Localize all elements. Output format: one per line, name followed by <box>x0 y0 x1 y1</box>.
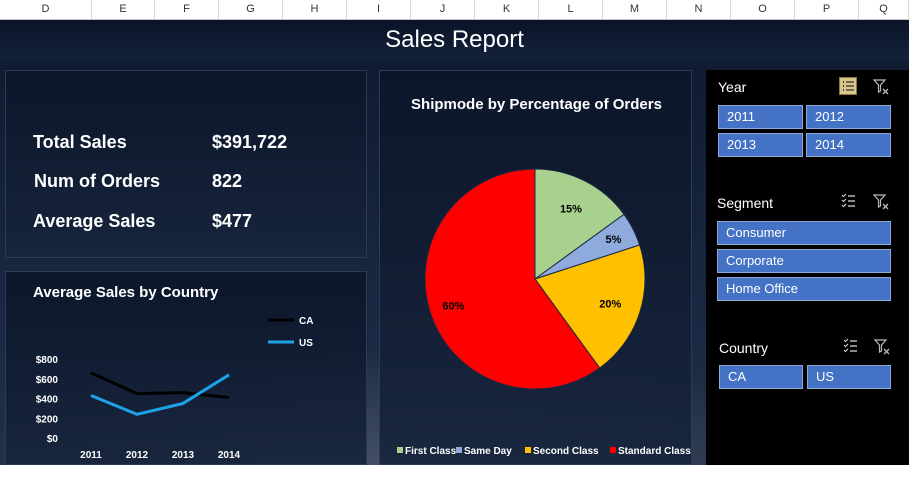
year-slicer-item-2013[interactable]: 2013 <box>718 133 803 157</box>
kpi-label-num-orders: Num of Orders <box>34 171 161 191</box>
kpi-label-average-sales: Average Sales <box>33 211 156 231</box>
column-header-n[interactable]: N <box>667 0 731 19</box>
pie-data-label: 60% <box>442 301 464 313</box>
legend-swatch-same-day <box>456 447 462 453</box>
pie-data-label: 5% <box>605 234 621 246</box>
series-line-us <box>90 373 230 416</box>
column-header-g[interactable]: G <box>219 0 283 19</box>
pie-chart: 15% 5% 20% 60% First Class Same Day Second Cla… <box>397 168 691 457</box>
column-header-f[interactable]: F <box>155 0 219 19</box>
column-header-h[interactable]: H <box>283 0 347 19</box>
pie-chart-panel[interactable]: Shipmode by Percentage of Orders 15% 5% 20… <box>379 70 692 465</box>
clear-filter-icon[interactable] <box>873 338 891 356</box>
multi-select-icon[interactable] <box>842 337 860 355</box>
country-slicer-title: Country <box>719 340 769 356</box>
segment-slicer-item-corporate[interactable]: Corporate <box>717 249 891 273</box>
kpi-label-total-sales: Total Sales <box>33 132 127 152</box>
segment-slicer-title: Segment <box>717 195 774 211</box>
kpi-panel[interactable]: Total Sales $391,722 Num of Orders 822 A… <box>5 70 367 258</box>
segment-slicer-item-consumer[interactable]: Consumer <box>717 221 891 245</box>
column-header-l[interactable]: L <box>539 0 603 19</box>
year-slicer-title: Year <box>718 79 747 95</box>
column-header-e[interactable]: E <box>92 0 155 19</box>
legend-label-ca: CA <box>299 316 313 327</box>
y-tick-label: $400 <box>36 395 59 406</box>
legend-swatch-standard-class <box>610 447 616 453</box>
column-header-d[interactable]: D <box>0 0 92 19</box>
line-chart: $0 $200 $400 $600 $800 2011 2012 2013 2014 CA US <box>36 316 314 461</box>
year-slicer-item-2014[interactable]: 2014 <box>806 133 891 157</box>
year-slicer-item-2012[interactable]: 2012 <box>806 105 891 129</box>
pie-slice-standard-class <box>424 168 601 390</box>
pie-data-label: 20% <box>599 298 621 310</box>
legend-label-us: US <box>299 338 313 349</box>
kpi-value-total-sales: $391,722 <box>212 132 288 152</box>
x-tick-label: 2013 <box>172 450 195 461</box>
pie-chart-title: Shipmode by Percentage of Orders <box>411 96 662 113</box>
column-header-i[interactable]: I <box>347 0 411 19</box>
year-slicer-item-2011[interactable]: 2011 <box>718 105 803 129</box>
legend-swatch-first-class <box>397 447 403 453</box>
y-tick-label: $800 <box>36 355 59 366</box>
y-tick-label: $0 <box>47 434 59 445</box>
segment-slicer-item-home-office[interactable]: Home Office <box>717 277 891 301</box>
legend-label-standard-class: Standard Class <box>618 446 691 457</box>
pie-slice-second-class <box>534 244 646 369</box>
column-header-m[interactable]: M <box>603 0 667 19</box>
x-tick-label: 2011 <box>80 450 102 461</box>
column-header-q[interactable]: Q <box>859 0 909 19</box>
legend-swatch-second-class <box>525 447 531 453</box>
country-slicer-item-ca[interactable]: CA <box>719 365 803 389</box>
sheet-bottom-strip <box>0 465 909 477</box>
kpi-value-average-sales: $477 <box>212 211 253 231</box>
y-tick-label: $200 <box>36 414 59 425</box>
column-header-o[interactable]: O <box>731 0 795 19</box>
clear-filter-icon[interactable] <box>872 78 890 96</box>
series-line-ca <box>90 371 230 400</box>
pie-data-label: 15% <box>560 203 582 215</box>
y-tick-label: $600 <box>36 375 59 386</box>
column-header-j[interactable]: J <box>411 0 475 19</box>
column-header-p[interactable]: P <box>795 0 859 19</box>
line-chart-title: Average Sales by Country <box>33 284 219 301</box>
multi-select-icon[interactable] <box>839 77 857 95</box>
report-title: Sales Report <box>385 26 524 53</box>
country-slicer-item-us[interactable]: US <box>807 365 891 389</box>
legend-label-second-class: Second Class <box>533 446 599 457</box>
legend-label-first-class: First Class <box>405 446 457 457</box>
title-bar: Sales Report <box>0 20 909 60</box>
column-header-k[interactable]: K <box>475 0 539 19</box>
x-tick-label: 2012 <box>126 450 149 461</box>
kpi-value-num-orders: 822 <box>212 171 243 191</box>
line-chart-panel[interactable]: Average Sales by Country $0 $200 $400 $600 $… <box>5 271 367 465</box>
pie-slice-first-class <box>534 168 625 280</box>
legend-label-same-day: Same Day <box>464 446 512 457</box>
multi-select-icon[interactable] <box>840 192 858 210</box>
clear-filter-icon[interactable] <box>872 193 890 211</box>
column-header-row: D E F G H I J K L M N O P Q <box>0 0 909 20</box>
x-tick-label: 2014 <box>218 450 241 461</box>
